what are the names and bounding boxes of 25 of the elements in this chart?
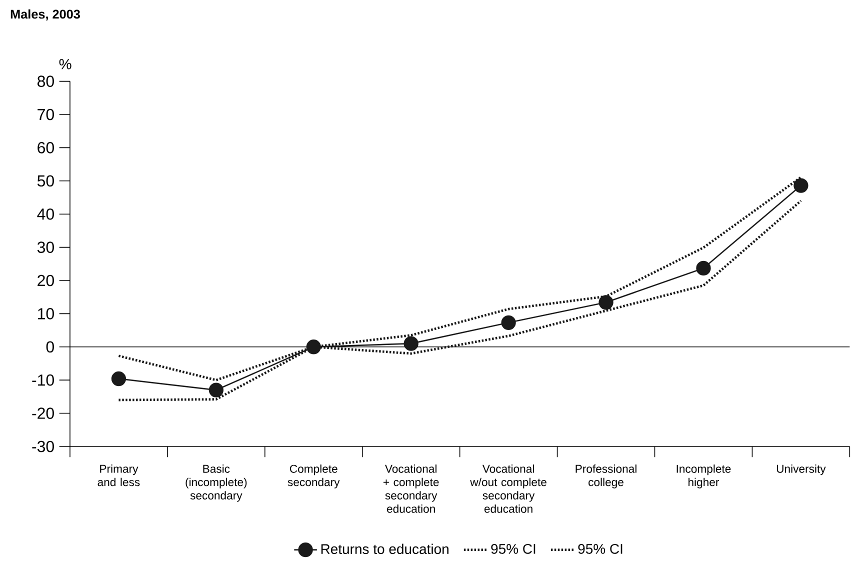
y-tick-label: -30 bbox=[32, 440, 54, 452]
y-tick-label: 40 bbox=[37, 208, 54, 220]
y-tick-label: 10 bbox=[38, 308, 54, 320]
legend-label: 95% CI bbox=[491, 544, 536, 554]
y-tick-label: -10 bbox=[32, 374, 54, 386]
x-tick-label: Vocational + complete secondary education bbox=[383, 464, 439, 513]
y-tick-label: 70 bbox=[38, 108, 54, 120]
y-tick-label: 30 bbox=[37, 242, 54, 254]
legend-label: Returns to education bbox=[321, 544, 448, 554]
y-tick-label: 80 bbox=[38, 76, 54, 88]
chart-title: Males, 2003 bbox=[10, 9, 80, 21]
x-tick-label: Incomplete higher bbox=[676, 464, 731, 489]
x-tick-label: Complete secondary bbox=[288, 464, 340, 489]
x-tick-label: Primary and less bbox=[98, 464, 140, 486]
y-tick-label: -20 bbox=[32, 408, 54, 420]
y-tick-label: 0 bbox=[46, 341, 54, 353]
x-tick-label: Professional college bbox=[576, 464, 636, 489]
x-tick-label: Vocational w/out complete secondary education bbox=[470, 464, 546, 513]
y-tick-label: 50 bbox=[37, 175, 54, 187]
y-axis-title: % bbox=[59, 59, 72, 70]
x-tick-label: University bbox=[776, 464, 826, 476]
y-tick-label: 60 bbox=[38, 142, 54, 154]
legend-label: 95% CI bbox=[578, 544, 622, 554]
y-tick-label: 20 bbox=[38, 274, 54, 286]
x-tick-label: Basic (incomplete) secondary bbox=[186, 464, 247, 502]
